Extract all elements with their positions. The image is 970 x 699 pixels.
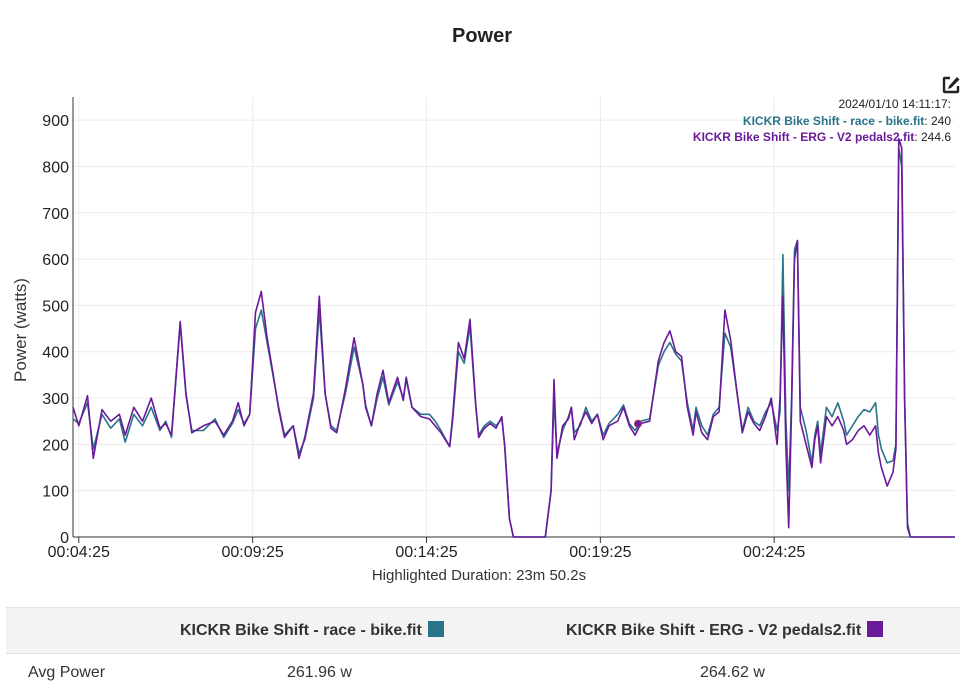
- y-tick-label: 300: [42, 391, 69, 408]
- hover-tooltip: 2024/01/10 14:11:17: KICKR Bike Shift - r…: [634, 97, 951, 428]
- x-axis-ticks: 00:04:25 00:09:25 00:14:25 00:19:25 00:24:25: [48, 537, 805, 561]
- y-tick-label: 700: [42, 206, 69, 223]
- y-tick-label: 200: [42, 437, 69, 454]
- x-tick-label: 00:14:25: [395, 544, 457, 561]
- tooltip-time: 2024/01/10 14:11:17:: [838, 97, 951, 111]
- chart-title: Power: [452, 25, 512, 47]
- power-chart[interactable]: Power 0 100 200 300 400 500 600 700 800 900 00:04…: [0, 0, 970, 600]
- series-color-swatch: [867, 621, 884, 637]
- series-line-erg[interactable]: [72, 137, 955, 538]
- column-label: KICKR Bike Shift - race - bike.fit: [180, 622, 422, 639]
- summary-row-label: Avg Power: [28, 664, 106, 681]
- summary-column-race: KICKR Bike Shift - race - bike.fit: [180, 608, 444, 653]
- column-label: KICKR Bike Shift - ERG - V2 pedals2.fit: [566, 622, 862, 639]
- y-tick-label: 600: [42, 252, 69, 269]
- y-tick-label: 500: [42, 298, 69, 315]
- y-tick-label: 800: [42, 159, 69, 176]
- summary-value-race: 261.96 w: [287, 664, 352, 681]
- edit-icon[interactable]: [941, 75, 961, 95]
- y-tick-label: 900: [42, 113, 69, 130]
- summary-column-erg: KICKR Bike Shift - ERG - V2 pedals2.fit: [566, 608, 884, 653]
- x-tick-label: 00:09:25: [222, 544, 284, 561]
- tooltip-entry: KICKR Bike Shift - race - bike.fit: 240: [743, 114, 951, 128]
- highlighted-duration: Highlighted Duration: 23m 50.2s: [372, 567, 586, 584]
- y-axis-label: Power (watts): [11, 278, 30, 382]
- summary-value-erg: 264.62 w: [700, 664, 765, 681]
- x-tick-label: 00:19:25: [569, 544, 631, 561]
- x-tick-label: 00:04:25: [48, 544, 110, 561]
- tooltip-entry: KICKR Bike Shift - ERG - V2 pedals2.fit:…: [693, 130, 951, 144]
- x-tick-label: 00:24:25: [743, 544, 805, 561]
- summary-table-header: KICKR Bike Shift - race - bike.fit KICKR…: [6, 607, 960, 654]
- series-color-swatch: [427, 621, 444, 637]
- y-tick-label: 0: [60, 530, 69, 547]
- y-axis-ticks: 0 100 200 300 400 500 600 700 800 900: [42, 113, 69, 547]
- y-tick-label: 100: [42, 484, 69, 501]
- series-line-race[interactable]: [72, 147, 955, 538]
- hover-point: [634, 419, 643, 428]
- series-layer: [72, 137, 955, 538]
- grid-lines: [72, 97, 955, 538]
- y-tick-label: 400: [42, 345, 69, 362]
